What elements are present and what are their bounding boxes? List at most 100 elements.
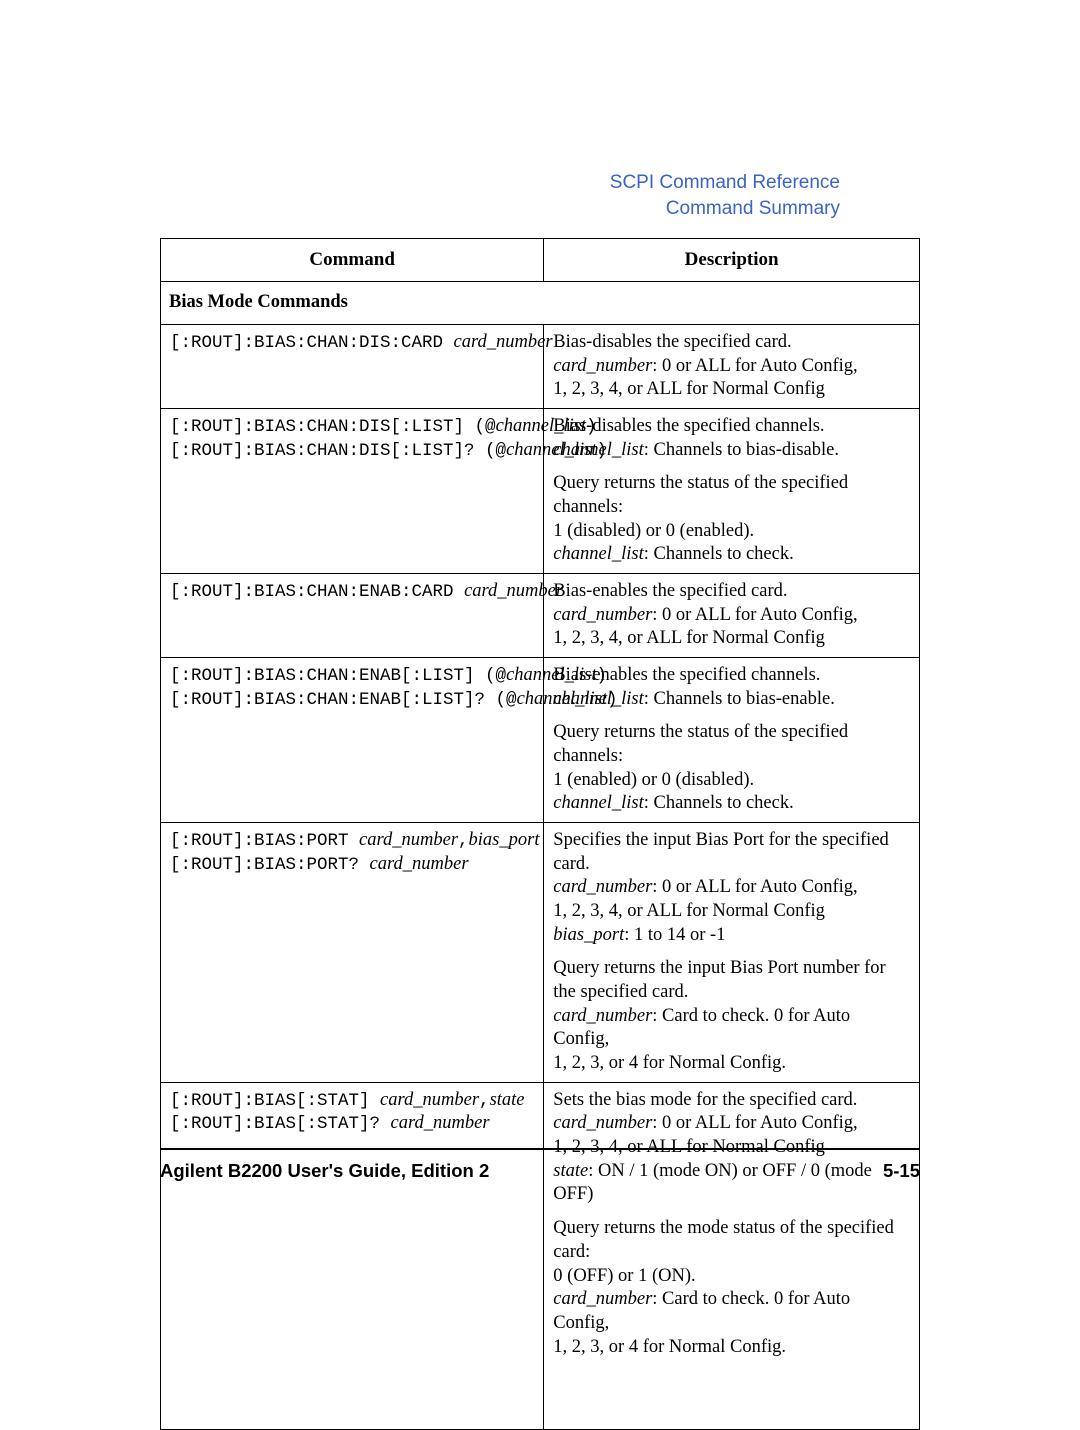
command-cell: [:ROUT]:BIAS:CHAN:ENAB[:LIST] (@channel_… [161,658,544,823]
table-row: [:ROUT]:BIAS[:STAT] card_number,state[:R… [161,1082,920,1429]
description-text: Bias-disables the specified card. [553,332,791,352]
description-cell: Sets the bias mode for the specified car… [544,1082,920,1429]
header-reference: SCPI Command Reference Command Summary [610,170,840,221]
description-text: Bias-enables the specified channels. [553,665,820,685]
command-line: [:ROUT]:BIAS:CHAN:DIS[:LIST] (@channel_l… [170,415,534,439]
description-text: : Channels to bias-disable. [644,440,839,460]
description-text: Query returns the mode status of the spe… [553,1218,894,1262]
description-line: channel_list: Channels to check. [553,543,910,567]
description-text: : 0 or ALL for Auto Config, [652,605,857,625]
description-block: Bias-disables the specified channels. cha… [553,415,910,462]
description-line: card_number: Card to check. 0 for Auto C… [553,1005,910,1052]
command-argument: card_number [359,830,458,850]
description-term: bias_port [553,925,624,945]
description-term: channel_list [553,689,643,709]
table-header-row: Command Description [161,239,920,282]
description-line: card_number: 0 or ALL for Auto Config, [553,876,910,900]
command-syntax: [:ROUT]:BIAS:CHAN:DIS[:LIST] (@ [170,417,496,437]
description-line: 1, 2, 3, or 4 for Normal Config. [553,1052,910,1076]
description-line: Query returns the input Bias Port number… [553,957,910,1004]
description-text: 1, 2, 3, or 4 for Normal Config. [553,1337,786,1357]
description-block: Query returns the status of the specifie… [553,721,910,816]
table-row: [:ROUT]:BIAS:CHAN:ENAB:CARD card_number B… [161,574,920,658]
command-syntax: [:ROUT]:BIAS:CHAN:DIS[:LIST]? (@ [170,441,506,461]
command-syntax: [:ROUT]:BIAS[:STAT] [170,1091,380,1111]
command-argument: card_number [454,332,553,352]
description-block: Query returns the status of the specifie… [553,472,910,567]
description-text: : 0 or ALL for Auto Config, [652,356,857,376]
description-line: channel_list: Channels to check. [553,792,910,816]
description-text: Query returns the status of the specifie… [553,473,848,517]
command-table: Command Description Bias Mode Commands [… [160,238,920,1430]
command-syntax: [:ROUT]:BIAS:CHAN:ENAB[:LIST]? (@ [170,690,517,710]
description-line: 1, 2, 3, 4, or ALL for Normal Config [553,378,910,402]
description-text: : Channels to bias-enable. [644,689,835,709]
description-text: Sets the bias mode for the specified car… [553,1090,857,1110]
page-footer: Agilent B2200 User's Guide, Edition 2 5-… [160,1148,920,1182]
description-text: Bias-disables the specified channels. [553,416,824,436]
command-argument: card_number [464,581,563,601]
description-term: card_number [553,1006,652,1026]
page: SCPI Command Reference Command Summary C… [0,0,1080,1397]
description-text: Bias-enables the specified card. [553,581,787,601]
description-block: Bias-enables the specified card. card_num… [553,580,910,651]
command-line: [:ROUT]:BIAS:PORT card_number,bias_port [170,829,534,853]
description-line: Bias-disables the specified channels. [553,415,910,439]
col-header-description: Description [544,239,920,282]
command-line: [:ROUT]:BIAS:CHAN:DIS:CARD card_number [170,331,534,355]
description-text: Query returns the input Bias Port number… [553,958,885,1002]
header-ref-line2: Command Summary [610,196,840,222]
description-text: : 1 to 14 or -1 [624,925,725,945]
command-syntax: [:ROUT]:BIAS:CHAN:DIS:CARD [170,333,454,353]
description-text: 1 (disabled) or 0 (enabled). [553,521,754,541]
description-block: Bias-enables the specified channels. chan… [553,664,910,711]
command-syntax: [:ROUT]:BIAS:CHAN:ENAB[:LIST] (@ [170,666,506,686]
description-text: 0 (OFF) or 1 (ON). [553,1266,695,1286]
command-cell: [:ROUT]:BIAS:CHAN:ENAB:CARD card_number [161,574,544,658]
description-line: card_number: Card to check. 0 for Auto C… [553,1288,910,1335]
command-line: [:ROUT]:BIAS:PORT? card_number [170,853,534,877]
description-line: card_number: 0 or ALL for Auto Config, [553,1112,910,1136]
command-argument: card_number [380,1090,479,1110]
description-text: 1 (enabled) or 0 (disabled). [553,770,754,790]
description-line: Bias-enables the specified channels. [553,664,910,688]
description-line: 1, 2, 3, 4, or ALL for Normal Config [553,627,910,651]
footer-right: 5-15 [883,1160,920,1182]
command-cell: [:ROUT]:BIAS[:STAT] card_number,state[:R… [161,1082,544,1429]
description-line: Query returns the status of the specifie… [553,472,910,519]
table-row: [:ROUT]:BIAS:PORT card_number,bias_port[… [161,823,920,1083]
description-text: Specifies the input Bias Port for the sp… [553,830,889,874]
command-line: [:ROUT]:BIAS:CHAN:ENAB:CARD card_number [170,580,534,604]
description-text: 1, 2, 3, 4, or ALL for Normal Config [553,379,825,399]
description-term: channel_list [553,793,643,813]
description-cell: Bias-enables the specified channels. chan… [544,658,920,823]
table-body: Bias Mode Commands [:ROUT]:BIAS:CHAN:DIS… [161,282,920,1430]
command-cell: [:ROUT]:BIAS:CHAN:DIS:CARD card_number [161,324,544,408]
content: Command Description Bias Mode Commands [… [160,238,920,1430]
description-line: channel_list: Channels to bias-disable. [553,439,910,463]
description-line: 1 (disabled) or 0 (enabled). [553,520,910,544]
command-syntax: [:ROUT]:BIAS[:STAT]? [170,1114,391,1134]
table-row: [:ROUT]:BIAS:CHAN:ENAB[:LIST] (@ channel_… [161,658,920,823]
command-line: [:ROUT]:BIAS[:STAT]? card_number [170,1112,534,1136]
description-term: card_number [553,356,652,376]
command-syntax: , [458,831,469,851]
col-header-command: Command [161,239,544,282]
description-text: 1, 2, 3, or 4 for Normal Config. [553,1053,786,1073]
description-line: 1, 2, 3, or 4 for Normal Config. [553,1336,910,1360]
description-line: Sets the bias mode for the specified car… [553,1089,910,1113]
table-row: [:ROUT]:BIAS:CHAN:DIS[:LIST] (@ channel_l… [161,409,920,574]
description-term: card_number [553,605,652,625]
command-line: [:ROUT]:BIAS:CHAN:ENAB[:LIST]? (@channel… [170,688,534,712]
command-line: [:ROUT]:BIAS:CHAN:DIS[:LIST]? (@channel_… [170,439,534,463]
description-line: 1 (enabled) or 0 (disabled). [553,769,910,793]
description-term: channel_list [553,440,643,460]
description-term: channel_list [553,544,643,564]
description-block: Query returns the input Bias Port number… [553,957,910,1075]
description-text: Query returns the status of the specifie… [553,722,848,766]
description-line: Query returns the mode status of the spe… [553,1217,910,1264]
description-block: Bias-disables the specified card. card_nu… [553,331,910,402]
description-term: card_number [553,1113,652,1133]
description-line: card_number: 0 or ALL for Auto Config, [553,355,910,379]
description-line: bias_port: 1 to 14 or -1 [553,924,910,948]
